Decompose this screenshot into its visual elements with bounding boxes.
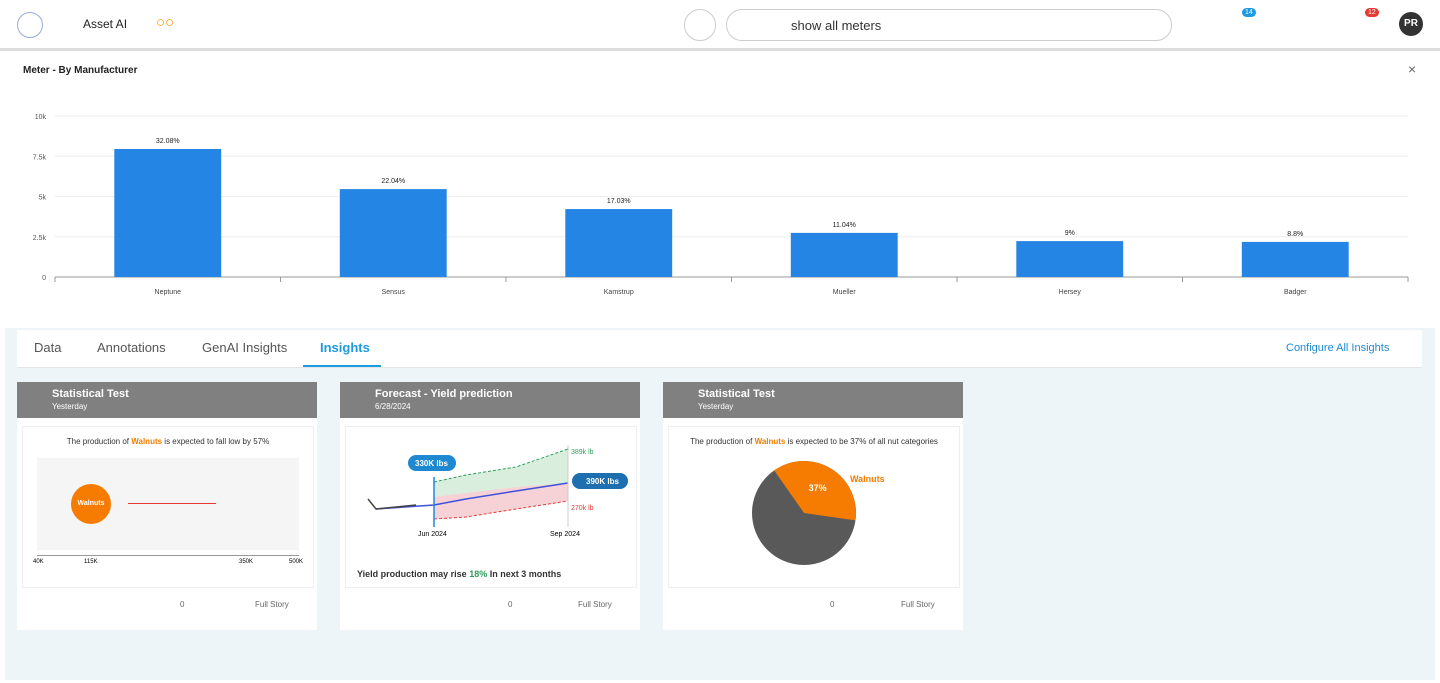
bar	[339, 189, 447, 277]
insight-card[interactable]: Statistical Test Yesterday The production…	[17, 382, 317, 630]
label: Jun 2024	[418, 531, 447, 538]
tab[interactable]: Data	[34, 340, 62, 355]
tab[interactable]: Annotations	[97, 340, 166, 355]
card-text: The production of Walnuts is expected to…	[669, 437, 959, 446]
y-tick-label: 2.5k	[33, 235, 47, 242]
search-text[interactable]: show all meters	[791, 18, 882, 33]
chart-panel: Meter - By Manufacturer × 0 2.5k 5k 7.5k 10k…	[5, 52, 1435, 326]
data-label: 9%	[1065, 230, 1075, 237]
chart: 0 2.5k 5k 7.5k 10k Neptune 32.08% Sensus 22.04% K…	[33, 114, 1409, 296]
axis-label: 500K	[289, 559, 304, 565]
label: Sep 2024	[550, 531, 580, 538]
top-bar: Asset AI ○○ show all meters 14 12 PR	[0, 0, 1440, 51]
label: 390K lbs	[586, 477, 619, 486]
text: Yield production may rise	[357, 569, 470, 579]
data-label: 8.8%	[1287, 231, 1303, 238]
search-box[interactable]: show all meters	[726, 9, 1172, 41]
x-tick-label: Hersey	[1059, 289, 1082, 296]
insight-card[interactable]: Statistical Test Yesterday The production…	[663, 382, 963, 630]
axis-label: 40K	[33, 559, 44, 565]
x-tick-label: Mueller	[833, 289, 857, 296]
badge: 12	[1365, 8, 1379, 17]
card-title: Statistical Test	[52, 388, 129, 400]
card-body: The production of Walnuts is expected to…	[668, 426, 960, 588]
data-label: 17.03%	[607, 198, 631, 205]
card-header: Statistical Test Yesterday	[663, 382, 963, 418]
bubble: Walnuts	[71, 484, 111, 524]
text: The production of	[690, 437, 755, 446]
card-date: Yesterday	[698, 402, 734, 411]
data-label: 11.04%	[833, 222, 856, 229]
forecast-illustration	[367, 445, 628, 527]
axis-label: 115K	[84, 559, 98, 565]
x-tick-label: Badger	[1284, 289, 1307, 296]
logo: ○○	[156, 14, 175, 31]
text: is expected to fall low by 57%	[162, 437, 270, 446]
text: is expected to be 37% of all nut categor…	[785, 437, 938, 446]
panel-title: Meter - By Manufacturer	[23, 65, 138, 76]
label: 330K lbs	[415, 459, 448, 468]
bar	[1016, 241, 1124, 277]
y-tick-label: 10k	[35, 114, 47, 121]
card-body: 330K lbs 390K lbs 389k lb 270k lb Jun 20…	[345, 426, 637, 588]
x-tick-label: Neptune	[155, 289, 182, 296]
label: 389k lb	[571, 449, 594, 456]
home-button[interactable]	[684, 9, 716, 41]
tab-indicator	[303, 365, 381, 367]
x-tick-label: Kamstrup	[604, 289, 634, 296]
pie-name: Walnuts	[850, 474, 885, 484]
comment-count[interactable]: 0	[508, 600, 513, 609]
app-name[interactable]: Asset AI	[83, 17, 128, 31]
highlight: 18%	[469, 569, 488, 579]
pie-label: 37%	[809, 483, 827, 493]
pie-slice	[774, 461, 856, 521]
card-date: 6/28/2024	[375, 402, 411, 411]
full-story[interactable]: Full Story	[255, 600, 289, 609]
bar	[790, 232, 898, 277]
highlight: Walnuts	[131, 437, 163, 446]
label: 270k lb	[571, 505, 594, 512]
avatar[interactable]: PR	[1399, 12, 1423, 36]
card-body: The production of Walnuts is expected to…	[22, 426, 314, 588]
full-story[interactable]: Full Story	[901, 600, 935, 609]
configure-link[interactable]: Configure All Insights	[1286, 342, 1390, 354]
app-menu[interactable]	[17, 12, 43, 38]
tab[interactable]: GenAI Insights	[202, 340, 288, 355]
highlight: Walnuts	[754, 437, 786, 446]
card-text: The production of Walnuts is expected to…	[23, 437, 313, 446]
data-label: 32.08%	[156, 138, 180, 145]
pie: 37%	[752, 461, 856, 565]
full-story[interactable]: Full Story	[578, 600, 612, 609]
caption: Yield production may rise 18% In next 3 …	[357, 569, 561, 579]
card-date: Yesterday	[52, 402, 88, 411]
bar	[565, 209, 673, 277]
y-tick-label: 0	[42, 275, 46, 282]
text: The production of	[66, 437, 132, 446]
arrow	[128, 503, 216, 504]
axis-label: 350K	[239, 559, 254, 565]
card-header: Forecast - Yield prediction 6/28/2024	[340, 382, 640, 418]
badge: 14	[1242, 8, 1256, 17]
y-tick-label: 5k	[39, 195, 47, 202]
comment-count[interactable]: 0	[180, 600, 185, 609]
close-button[interactable]: ×	[1408, 61, 1417, 77]
insight-card[interactable]: Forecast - Yield prediction 6/28/2024 330…	[340, 382, 640, 630]
data-label: 22.04%	[381, 178, 405, 185]
y-tick-label: 7.5k	[33, 154, 47, 161]
x-tick-label: Sensus	[382, 289, 406, 296]
card-title: Forecast - Yield prediction	[375, 388, 513, 400]
bar	[114, 149, 222, 277]
bar	[1241, 241, 1349, 277]
tab-bar: Data Annotations GenAI Insights Insights…	[17, 330, 1422, 368]
card-title: Statistical Test	[698, 388, 775, 400]
axis	[37, 555, 299, 556]
card-header: Statistical Test Yesterday	[17, 382, 317, 418]
text: In next 3 months	[487, 569, 562, 579]
tab-active[interactable]: Insights	[320, 340, 370, 355]
comment-count[interactable]: 0	[830, 600, 835, 609]
